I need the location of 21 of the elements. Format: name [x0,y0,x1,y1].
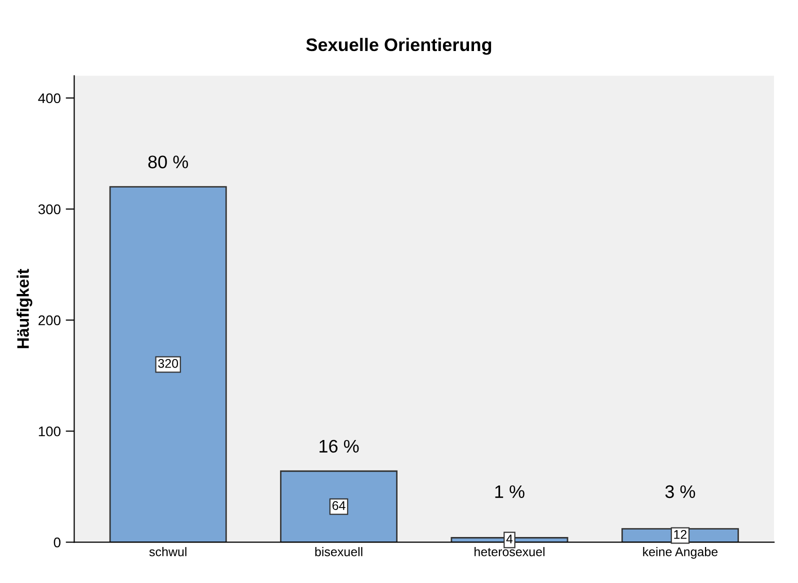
annotation: 16 % [320,440,359,453]
data-label: 4 [506,534,513,544]
data-label: 12 [674,530,687,539]
y-tick-label: 400 [38,93,60,104]
y-tick-label: 100 [38,426,60,436]
annotation: 1 % [495,485,524,498]
bar [280,470,398,542]
y-tick-label: 0 [54,538,60,548]
annotation: 3 % [665,485,696,498]
y-tick-label: 200 [38,315,60,326]
x-tick-label: heterosexuel [474,547,544,556]
annotation: 80 % [148,156,188,168]
x-tick-label: schwul [149,547,186,556]
x-tick-label: bisexuell [315,547,362,556]
y-axis-title: Häufigkeit [16,268,32,348]
data-label: 64 [332,501,346,510]
y-tick-label: 300 [38,204,60,214]
x-tick-label: keine Angabe [643,547,718,559]
data-label: 320 [158,359,178,368]
bar [109,186,227,542]
chart-title: Sexuelle Orientierung [306,38,492,55]
